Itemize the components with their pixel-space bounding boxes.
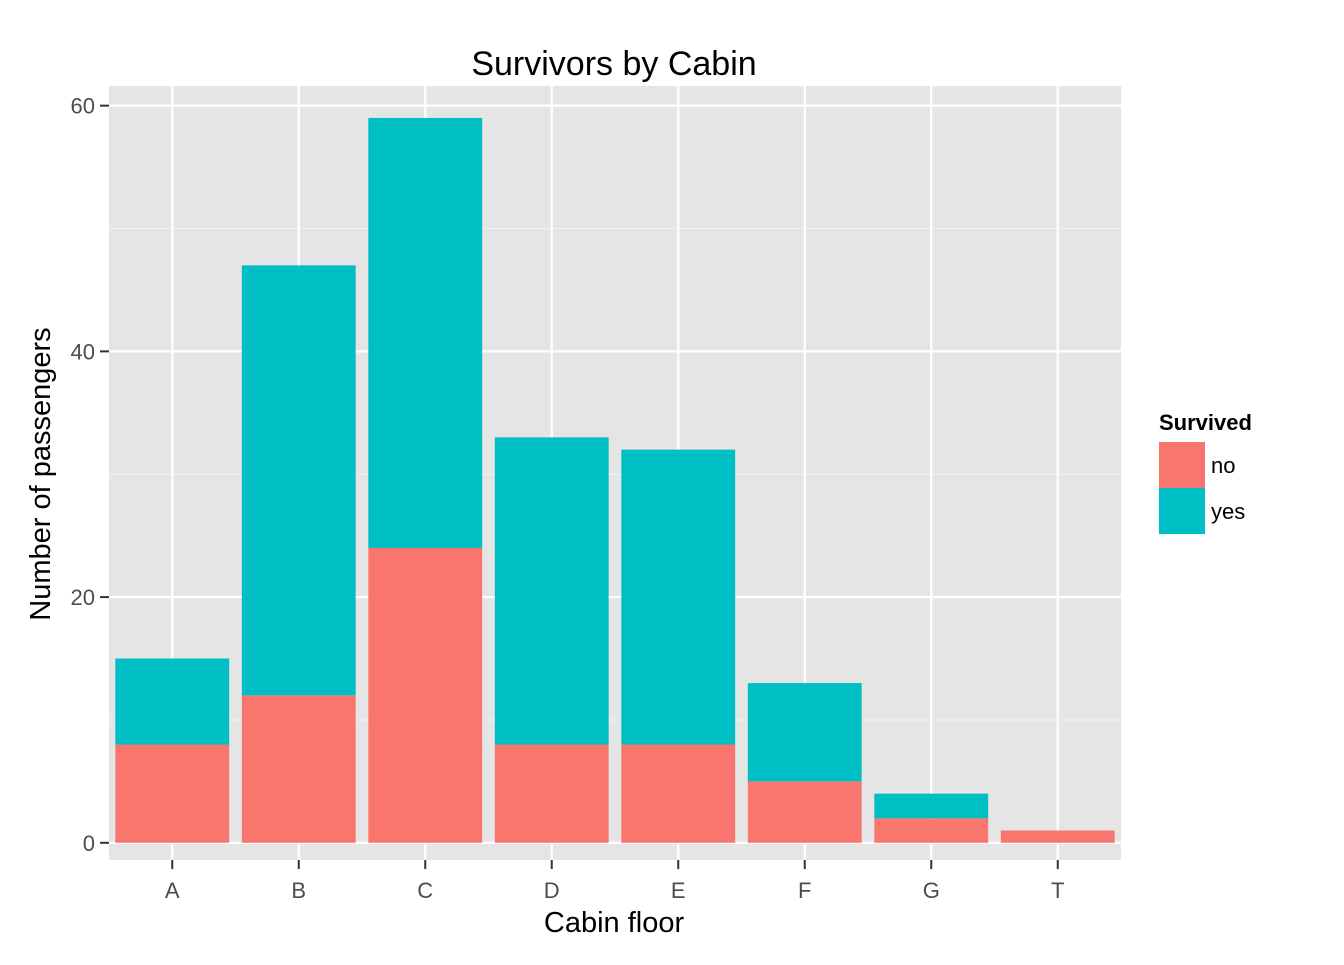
x-axis-title: Cabin floor bbox=[544, 907, 685, 939]
bar-G-yes bbox=[874, 793, 989, 819]
y-tick-label: 60 bbox=[71, 94, 95, 119]
bar-F-no bbox=[747, 781, 862, 843]
legend-key-no bbox=[1159, 442, 1205, 488]
x-tick-label: E bbox=[671, 878, 686, 903]
legend-key-yes bbox=[1159, 488, 1205, 534]
bar-B-no bbox=[241, 695, 356, 843]
bar-F-yes bbox=[747, 683, 862, 782]
x-tick-label: F bbox=[798, 878, 811, 903]
bar-T-no bbox=[1000, 830, 1115, 843]
bar-B-yes bbox=[241, 265, 356, 696]
bar-E-yes bbox=[621, 449, 736, 745]
bar-C-yes bbox=[368, 117, 483, 548]
bar-A-yes bbox=[115, 658, 230, 745]
legend-label-yes: yes bbox=[1211, 499, 1245, 524]
legend: Survived no yes bbox=[1159, 410, 1252, 534]
bar-C-no bbox=[368, 547, 483, 843]
x-tick-label: T bbox=[1051, 878, 1064, 903]
bar-E-no bbox=[621, 744, 736, 843]
x-tick-label: B bbox=[291, 878, 306, 903]
ticks-layer: 0 20 40 60 A B C D E F G T bbox=[71, 94, 1065, 903]
x-tick-label: A bbox=[165, 878, 180, 903]
bar-D-no bbox=[494, 744, 609, 843]
x-tick-label: G bbox=[923, 878, 940, 903]
bars-layer bbox=[115, 117, 1115, 843]
x-tick-label: C bbox=[417, 878, 433, 903]
y-axis-title: Number of passengers bbox=[25, 327, 57, 620]
bar-D-yes bbox=[494, 437, 609, 745]
bar-G-no bbox=[874, 818, 989, 843]
y-tick-label: 40 bbox=[71, 339, 95, 364]
bar-A-no bbox=[115, 744, 230, 843]
x-tick-label: D bbox=[544, 878, 560, 903]
chart-title: Survivors by Cabin bbox=[471, 45, 756, 83]
legend-title: Survived bbox=[1159, 410, 1252, 435]
legend-label-no: no bbox=[1211, 453, 1235, 478]
y-tick-label: 0 bbox=[83, 831, 95, 856]
y-tick-label: 20 bbox=[71, 585, 95, 610]
